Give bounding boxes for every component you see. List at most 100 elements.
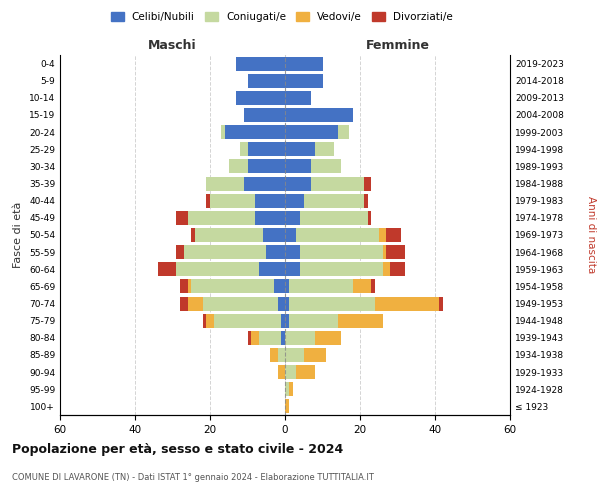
- Bar: [255, 194, 285, 207]
- Bar: [285, 74, 323, 88]
- Bar: [390, 262, 405, 276]
- Bar: [244, 108, 285, 122]
- Bar: [281, 331, 285, 345]
- Bar: [176, 211, 187, 225]
- Bar: [184, 245, 266, 259]
- Bar: [300, 245, 383, 259]
- Bar: [248, 142, 285, 156]
- Bar: [364, 194, 367, 207]
- Bar: [289, 314, 337, 328]
- Bar: [383, 245, 386, 259]
- Bar: [285, 56, 323, 70]
- Bar: [337, 314, 383, 328]
- Bar: [311, 160, 341, 173]
- Bar: [285, 314, 289, 328]
- Bar: [176, 262, 259, 276]
- Bar: [289, 280, 353, 293]
- Bar: [285, 331, 315, 345]
- Bar: [285, 160, 311, 173]
- Bar: [337, 125, 349, 139]
- Text: Anni di nascita: Anni di nascita: [586, 196, 596, 274]
- Bar: [274, 280, 285, 293]
- Bar: [289, 382, 293, 396]
- Bar: [277, 348, 285, 362]
- Bar: [187, 296, 203, 310]
- Bar: [221, 125, 225, 139]
- Bar: [383, 262, 390, 276]
- Bar: [304, 348, 326, 362]
- Bar: [386, 245, 405, 259]
- Bar: [248, 331, 251, 345]
- Bar: [375, 296, 439, 310]
- Bar: [255, 211, 285, 225]
- Bar: [285, 108, 353, 122]
- Y-axis label: Fasce di età: Fasce di età: [13, 202, 23, 268]
- Bar: [311, 176, 364, 190]
- Bar: [191, 228, 195, 242]
- Bar: [296, 228, 379, 242]
- Bar: [263, 228, 285, 242]
- Bar: [203, 296, 277, 310]
- Bar: [315, 142, 334, 156]
- Bar: [439, 296, 443, 310]
- Text: COMUNE DI LAVARONE (TN) - Dati ISTAT 1° gennaio 2024 - Elaborazione TUTTITALIA.I: COMUNE DI LAVARONE (TN) - Dati ISTAT 1° …: [12, 472, 374, 482]
- Bar: [244, 176, 285, 190]
- Bar: [371, 280, 375, 293]
- Bar: [285, 91, 311, 105]
- Bar: [240, 142, 248, 156]
- Bar: [304, 194, 364, 207]
- Bar: [379, 228, 386, 242]
- Bar: [353, 280, 371, 293]
- Bar: [364, 176, 371, 190]
- Bar: [187, 280, 191, 293]
- Bar: [191, 280, 274, 293]
- Bar: [289, 296, 375, 310]
- Bar: [225, 125, 285, 139]
- Bar: [206, 314, 214, 328]
- Bar: [367, 211, 371, 225]
- Bar: [187, 211, 255, 225]
- Bar: [285, 194, 304, 207]
- Bar: [251, 331, 259, 345]
- Bar: [285, 262, 300, 276]
- Bar: [248, 160, 285, 173]
- Bar: [229, 160, 248, 173]
- Bar: [206, 194, 210, 207]
- Bar: [203, 314, 206, 328]
- Bar: [285, 280, 289, 293]
- Text: Femmine: Femmine: [365, 38, 430, 52]
- Bar: [236, 91, 285, 105]
- Bar: [157, 262, 176, 276]
- Bar: [285, 400, 289, 413]
- Bar: [180, 296, 187, 310]
- Bar: [285, 296, 289, 310]
- Bar: [236, 56, 285, 70]
- Bar: [285, 348, 304, 362]
- Bar: [285, 211, 300, 225]
- Bar: [206, 176, 244, 190]
- Bar: [259, 331, 281, 345]
- Bar: [285, 142, 315, 156]
- Bar: [300, 262, 383, 276]
- Bar: [248, 74, 285, 88]
- Bar: [270, 348, 277, 362]
- Bar: [259, 262, 285, 276]
- Bar: [281, 314, 285, 328]
- Bar: [285, 245, 300, 259]
- Legend: Celibi/Nubili, Coniugati/e, Vedovi/e, Divorziati/e: Celibi/Nubili, Coniugati/e, Vedovi/e, Di…: [107, 8, 457, 26]
- Bar: [210, 194, 255, 207]
- Bar: [195, 228, 263, 242]
- Bar: [386, 228, 401, 242]
- Bar: [266, 245, 285, 259]
- Bar: [315, 331, 341, 345]
- Bar: [285, 125, 337, 139]
- Bar: [180, 280, 187, 293]
- Bar: [300, 211, 367, 225]
- Bar: [285, 365, 296, 379]
- Bar: [285, 228, 296, 242]
- Bar: [285, 176, 311, 190]
- Bar: [214, 314, 281, 328]
- Bar: [277, 296, 285, 310]
- Bar: [277, 365, 285, 379]
- Text: Popolazione per età, sesso e stato civile - 2024: Popolazione per età, sesso e stato civil…: [12, 442, 343, 456]
